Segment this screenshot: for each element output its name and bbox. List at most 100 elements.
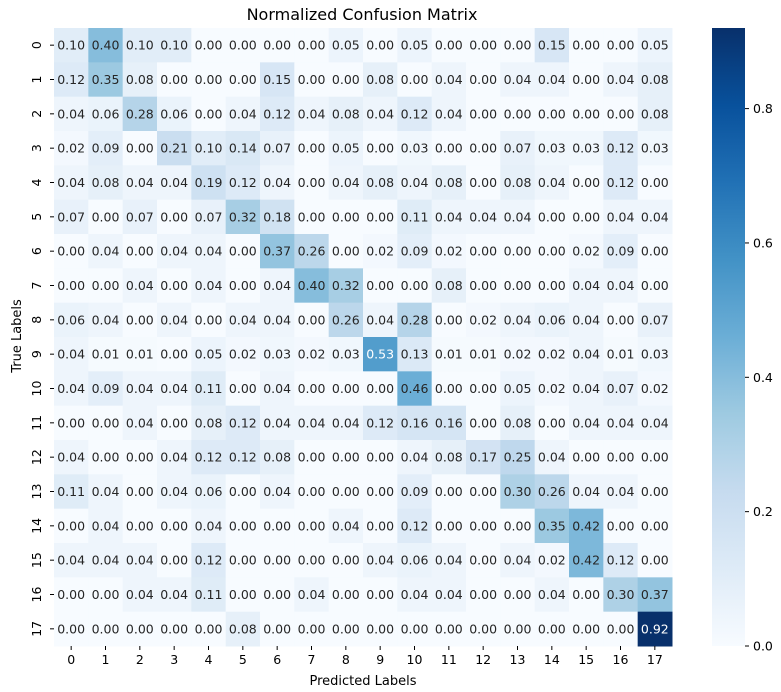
cell-value-label: 0.08: [641, 72, 669, 87]
heatmap-cell: [466, 543, 501, 578]
heatmap-cell: [122, 371, 158, 407]
heatmap-cell: [431, 234, 467, 269]
cell-value-label: 0.04: [263, 278, 291, 293]
cell-value-label: 0.00: [366, 209, 394, 224]
y-tick-label: 1: [29, 76, 44, 84]
cell-value-label: 0.04: [57, 381, 85, 396]
cell-value-label: 0.04: [435, 587, 463, 602]
cell-value-label: 0.32: [229, 209, 257, 224]
heatmap-cell: [534, 405, 570, 441]
heatmap-cell: [534, 302, 570, 338]
y-tick-label: 15: [29, 552, 44, 568]
heatmap-cell: [637, 62, 673, 98]
cell-value-label: 0.00: [572, 450, 600, 465]
heatmap-cell: [225, 165, 261, 201]
heatmap-cell: [54, 543, 89, 578]
cell-value-label: 0.00: [298, 484, 326, 499]
heatmap-cell: [637, 268, 673, 304]
heatmap-cell: [500, 371, 536, 407]
cell-value-label: 0.04: [607, 484, 635, 499]
heatmap-cell: [157, 62, 192, 98]
heatmap-cell: [122, 543, 158, 578]
cell-value-label: 0.40: [298, 278, 326, 293]
cell-value-label: 0.08: [263, 450, 291, 465]
heatmap-cell: [157, 543, 192, 578]
cell-value-label: 0.00: [366, 278, 394, 293]
heatmap-cell: [260, 611, 295, 647]
cell-value-label: 0.00: [298, 518, 326, 533]
heatmap-cell: [500, 234, 536, 269]
heatmap-cell: [294, 96, 330, 132]
cell-value-label: 0.00: [504, 38, 532, 53]
heatmap-cell: [122, 234, 158, 269]
heatmap-cell: [569, 440, 604, 475]
heatmap-cell: [191, 199, 227, 235]
cell-value-label: 0.04: [263, 484, 291, 499]
heatmap-cell: [294, 508, 330, 544]
cell-value-label: 0.00: [469, 175, 497, 190]
heatmap-cell: [466, 508, 501, 544]
heatmap-cell: [191, 508, 227, 544]
heatmap-cell: [88, 62, 124, 98]
cell-value-label: 0.02: [504, 347, 532, 362]
heatmap-cell: [54, 611, 89, 647]
heatmap-cell: [466, 62, 501, 98]
cell-value-label: 0.04: [263, 415, 291, 430]
x-tick-label: 2: [136, 652, 144, 667]
cell-value-label: 0.08: [332, 106, 360, 121]
y-tick-label: 17: [29, 621, 44, 637]
heatmap-cell: [603, 577, 639, 613]
cell-value-label: 0.03: [401, 141, 429, 156]
cell-value-label: 0.07: [126, 209, 154, 224]
heatmap-cell: [431, 577, 467, 613]
heatmap-cell: [260, 199, 295, 235]
heatmap-cell: [466, 337, 501, 372]
heatmap-cell: [122, 577, 158, 613]
heatmap-cell: [225, 508, 261, 544]
cell-value-label: 0.25: [504, 450, 532, 465]
heatmap-cell: [157, 577, 192, 613]
x-tick-label: 1: [102, 652, 110, 667]
heatmap-cell: [260, 28, 295, 63]
heatmap-cell: [157, 165, 192, 201]
x-tick-label: 13: [510, 652, 526, 667]
heatmap-cell: [569, 474, 604, 510]
heatmap-cell: [225, 474, 261, 510]
cell-value-label: 0.04: [298, 587, 326, 602]
heatmap-cell: [603, 371, 639, 407]
heatmap-cell: [363, 28, 398, 63]
heatmap-cell: [363, 474, 398, 510]
heatmap-cell: [397, 302, 433, 338]
heatmap-cell: [637, 577, 673, 613]
y-tick-label: 2: [29, 110, 44, 118]
y-tick-label: 13: [29, 484, 44, 500]
cell-value-label: 0.00: [469, 381, 497, 396]
cell-value-label: 0.03: [263, 347, 291, 362]
cell-value-label: 0.00: [504, 621, 532, 636]
cell-value-label: 0.00: [229, 72, 257, 87]
heatmap-cell: [294, 199, 330, 235]
heatmap-cell: [122, 440, 158, 475]
colorbar-tick-label: 0.6: [753, 235, 773, 250]
cell-value-label: 0.12: [57, 72, 85, 87]
cell-value-label: 0.00: [538, 621, 566, 636]
cell-value-label: 0.04: [263, 312, 291, 327]
heatmap-cell: [88, 165, 124, 201]
heatmap-cell: [328, 165, 364, 201]
cell-value-label: 0.08: [92, 175, 120, 190]
heatmap-cell: [328, 577, 364, 613]
heatmap-cell: [534, 165, 570, 201]
heatmap-cell: [157, 337, 192, 372]
heatmap-cell: [637, 234, 673, 269]
cell-value-label: 0.09: [401, 244, 429, 259]
cell-value-label: 0.00: [92, 278, 120, 293]
heatmap-cell: [88, 96, 124, 132]
cell-value-label: 0.26: [332, 312, 360, 327]
cell-value-label: 0.00: [366, 484, 394, 499]
cell-value-label: 0.00: [263, 38, 291, 53]
heatmap-cell: [431, 62, 467, 98]
heatmap-cell: [466, 28, 501, 63]
cell-value-label: 0.00: [298, 553, 326, 568]
heatmap-cell: [637, 405, 673, 441]
cell-value-label: 0.04: [57, 175, 85, 190]
